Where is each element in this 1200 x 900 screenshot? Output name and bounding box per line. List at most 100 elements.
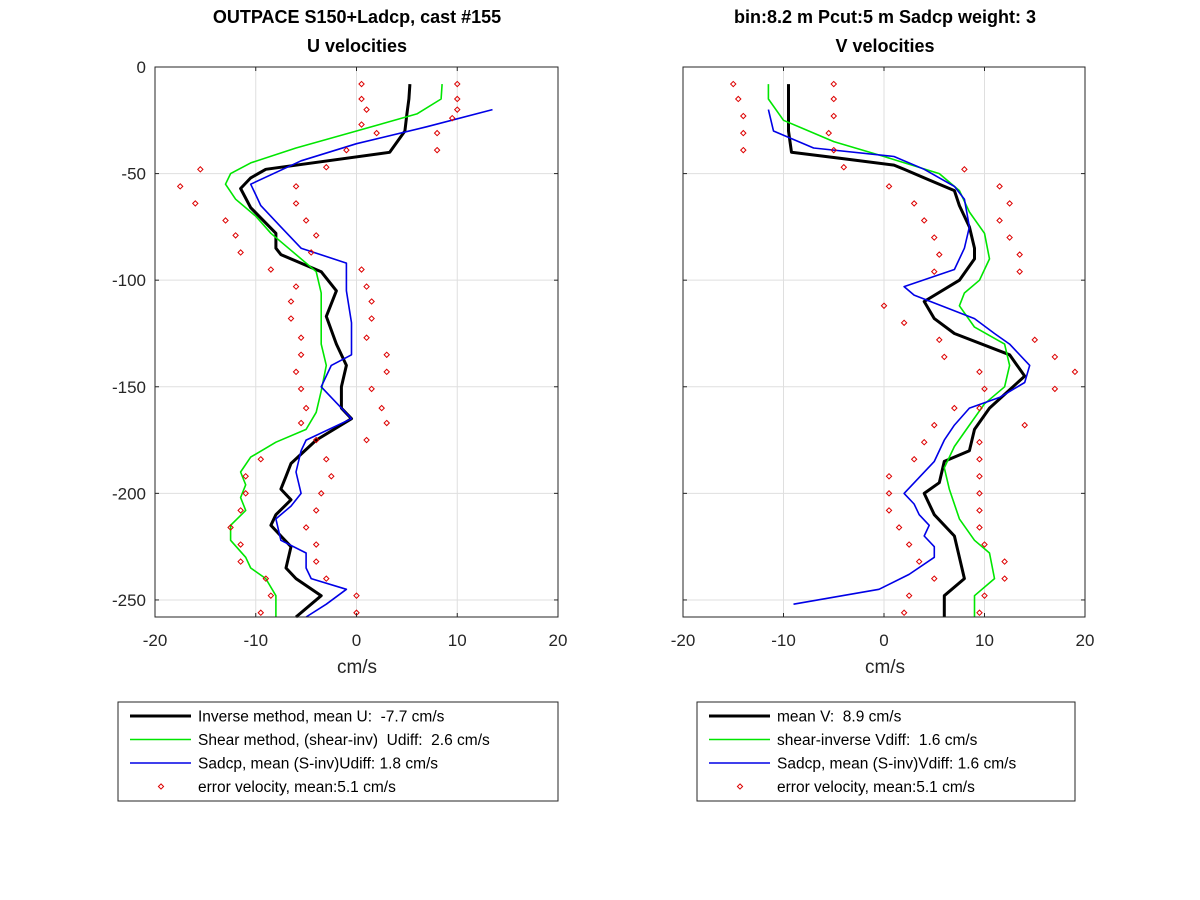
error-velocity-marker	[976, 524, 983, 531]
legend-label: Sadcp, mean (S-inv)Vdiff: 1.6 cm/s	[777, 756, 1016, 773]
y-tick-label: -150	[112, 378, 146, 397]
x-tick-label: 0	[879, 631, 888, 650]
error-velocity-marker	[383, 419, 391, 427]
error-velocity-marker	[825, 129, 833, 137]
chart-title: OUTPACE S150+Ladcp, cast #155	[213, 7, 501, 27]
error-velocity-marker	[287, 315, 295, 322]
error-velocity-marker	[976, 455, 983, 463]
x-tick-label: 20	[549, 631, 568, 650]
error-velocity-marker	[257, 609, 265, 617]
error-velocity-marker	[1021, 421, 1029, 429]
error-velocity-marker	[257, 455, 265, 463]
error-velocity-marker	[373, 129, 380, 137]
error-velocity-marker	[358, 121, 365, 128]
error-velocity-marker	[292, 283, 300, 290]
error-velocity-marker	[996, 183, 1003, 190]
x-axis-label: cm/s	[337, 657, 377, 678]
error-velocity-marker	[322, 163, 330, 171]
error-velocity-marker	[729, 80, 737, 88]
series-line	[249, 108, 493, 618]
legend-label: Shear method, (shear-inv) Udiff: 2.6 cm/…	[198, 732, 490, 749]
series-line-mean	[787, 84, 1027, 617]
error-velocity-marker	[312, 436, 320, 444]
y-tick-label: -250	[112, 591, 146, 610]
x-tick-label: -20	[143, 631, 168, 650]
error-velocity-marker	[1006, 234, 1013, 241]
error-velocity-marker	[905, 592, 913, 599]
error-velocity-marker	[222, 217, 229, 224]
series-line-mean	[239, 83, 412, 619]
error-velocity-marker	[976, 609, 983, 617]
error-velocity-marker	[734, 95, 742, 103]
error-velocity-marker	[940, 353, 948, 361]
error-velocity-marker	[895, 524, 903, 531]
error-velocity-marker	[1031, 336, 1039, 344]
x-tick-label: -10	[243, 631, 268, 650]
error-velocity-marker	[297, 334, 305, 342]
error-velocity-marker	[322, 575, 330, 582]
error-velocity-marker	[302, 524, 310, 531]
legend-label: Sadcp, mean (S-inv)Udiff: 1.8 cm/s	[198, 756, 438, 773]
series-line	[224, 84, 443, 617]
error-velocity-marker	[976, 472, 983, 480]
error-velocity-marker	[242, 472, 249, 480]
legend-label: error velocity, mean:5.1 cm/s	[198, 779, 396, 796]
error-velocity-marker	[920, 217, 928, 224]
error-velocity-marker	[312, 507, 320, 514]
error-velocity-marker	[312, 232, 320, 239]
plot-u-velocities: OUTPACE S150+Ladcp, cast #155 U velociti…	[112, 7, 568, 802]
legend-marker	[736, 783, 744, 790]
error-velocity-marker	[292, 200, 300, 207]
legend-marker	[157, 783, 165, 790]
error-velocity-marker	[976, 368, 983, 376]
error-velocity-marker	[885, 183, 893, 190]
x-tick-label: 10	[448, 631, 467, 650]
error-velocity-marker	[317, 490, 325, 497]
error-velocity-marker	[935, 336, 943, 344]
error-velocity-marker	[302, 217, 310, 224]
error-velocity-marker	[433, 129, 441, 137]
error-velocity-marker	[739, 146, 747, 154]
error-velocity-marker	[905, 541, 913, 548]
legend-label: shear-inverse Vdiff: 1.6 cm/s	[777, 732, 978, 749]
error-velocity-marker	[368, 385, 375, 393]
error-velocity-marker	[976, 490, 983, 497]
error-velocity-marker	[368, 315, 375, 322]
error-velocity-marker	[935, 251, 943, 258]
error-velocity-marker	[267, 266, 275, 273]
chart-subtitle: U velocities	[307, 36, 407, 56]
error-velocity-marker	[981, 592, 988, 599]
error-velocity-marker	[830, 112, 838, 120]
error-velocity-marker	[900, 319, 908, 327]
error-velocity-marker	[880, 302, 888, 310]
error-velocity-marker	[328, 472, 335, 480]
error-velocity-marker	[453, 95, 461, 103]
error-velocity-marker	[930, 268, 938, 275]
error-velocity-marker	[302, 404, 310, 412]
error-velocity-marker	[930, 234, 938, 241]
x-tick-label: -20	[671, 631, 696, 650]
error-velocity-marker	[1071, 368, 1079, 376]
error-velocity-marker	[237, 507, 244, 514]
series-line	[767, 109, 1031, 605]
error-velocity-marker	[343, 146, 350, 154]
y-tick-label: 0	[137, 58, 146, 77]
error-velocity-marker	[292, 183, 300, 190]
legend-box	[117, 701, 559, 802]
error-velocity-marker	[920, 438, 928, 446]
error-velocity-marker	[453, 106, 461, 113]
error-velocity-marker	[322, 455, 330, 463]
error-velocity-marker	[930, 575, 938, 582]
x-tick-label: 20	[1076, 631, 1095, 650]
error-velocity-marker	[996, 217, 1003, 224]
error-velocity-marker	[378, 404, 385, 412]
x-tick-label: -10	[771, 631, 796, 650]
error-velocity-marker	[307, 249, 315, 256]
error-velocity-marker	[900, 609, 908, 617]
error-velocity-marker	[297, 351, 305, 359]
error-velocity-marker	[312, 541, 320, 548]
y-tick-label: -200	[112, 484, 146, 503]
error-velocity-marker	[297, 385, 305, 393]
error-velocity-marker	[830, 146, 838, 154]
